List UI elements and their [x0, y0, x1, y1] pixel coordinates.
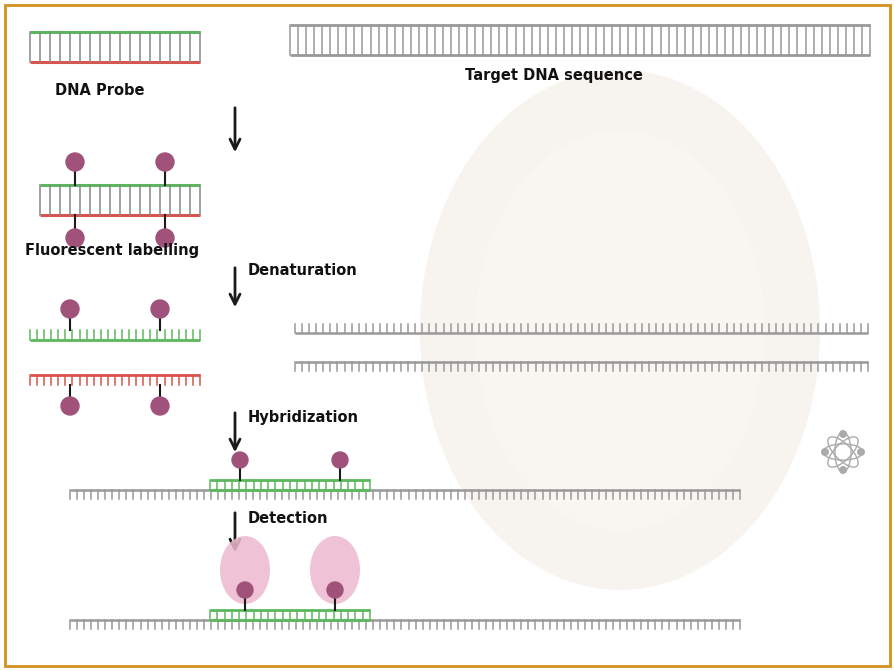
Circle shape: [61, 300, 79, 318]
Circle shape: [156, 229, 173, 247]
Circle shape: [151, 300, 169, 318]
Text: Hybridization: Hybridization: [248, 410, 358, 425]
Ellipse shape: [419, 70, 819, 590]
Circle shape: [151, 397, 169, 415]
Circle shape: [326, 582, 342, 598]
Text: Target DNA sequence: Target DNA sequence: [465, 68, 642, 83]
Text: Detection: Detection: [248, 511, 328, 526]
Circle shape: [332, 452, 348, 468]
Circle shape: [61, 397, 79, 415]
Text: DNA Probe: DNA Probe: [55, 83, 144, 98]
Circle shape: [856, 448, 864, 456]
Text: Denaturation: Denaturation: [248, 263, 358, 278]
Circle shape: [820, 448, 828, 456]
Circle shape: [156, 153, 173, 171]
Circle shape: [237, 582, 253, 598]
Ellipse shape: [220, 536, 270, 604]
Ellipse shape: [309, 536, 359, 604]
Text: Fluorescent labelling: Fluorescent labelling: [25, 243, 198, 258]
Circle shape: [66, 153, 84, 171]
Circle shape: [232, 452, 248, 468]
Circle shape: [838, 466, 846, 474]
Circle shape: [66, 229, 84, 247]
Ellipse shape: [475, 130, 764, 530]
Circle shape: [838, 430, 846, 438]
